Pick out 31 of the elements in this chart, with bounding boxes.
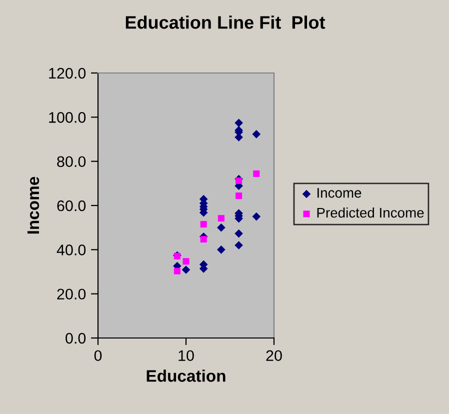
point bbox=[252, 212, 261, 221]
chart-title: Education Line Fit Plot bbox=[126, 16, 326, 29]
x-tick-label: 20 bbox=[266, 350, 282, 362]
x-axis-title: Education bbox=[146, 370, 226, 382]
x-tick-label: 0 bbox=[94, 350, 102, 362]
point bbox=[234, 241, 243, 250]
point bbox=[217, 223, 226, 232]
point bbox=[252, 130, 261, 138]
point bbox=[182, 266, 190, 274]
point bbox=[182, 258, 190, 265]
y-tick-label: 100.0 bbox=[49, 112, 86, 123]
point bbox=[253, 170, 260, 177]
x-tick-label: 10 bbox=[178, 350, 194, 362]
y-tick-label: 40.0 bbox=[56, 244, 86, 256]
legend-label: Income bbox=[318, 188, 362, 198]
point bbox=[236, 192, 242, 200]
point bbox=[236, 178, 242, 184]
y-tick-label: 120.0 bbox=[49, 68, 86, 79]
y-axis-title: Income bbox=[27, 176, 40, 234]
point bbox=[200, 236, 207, 243]
y-tick-label: 0.0 bbox=[66, 332, 86, 344]
point bbox=[217, 246, 226, 254]
y-tick-label: 20.0 bbox=[57, 288, 86, 300]
point bbox=[174, 268, 180, 274]
point bbox=[218, 215, 224, 222]
point bbox=[234, 118, 243, 128]
y-tick-label: 60.0 bbox=[57, 200, 86, 212]
point bbox=[234, 229, 243, 238]
legend-label: Predicted Income bbox=[317, 207, 424, 218]
point bbox=[200, 221, 207, 228]
y-tick-label: 80.0 bbox=[57, 156, 86, 168]
